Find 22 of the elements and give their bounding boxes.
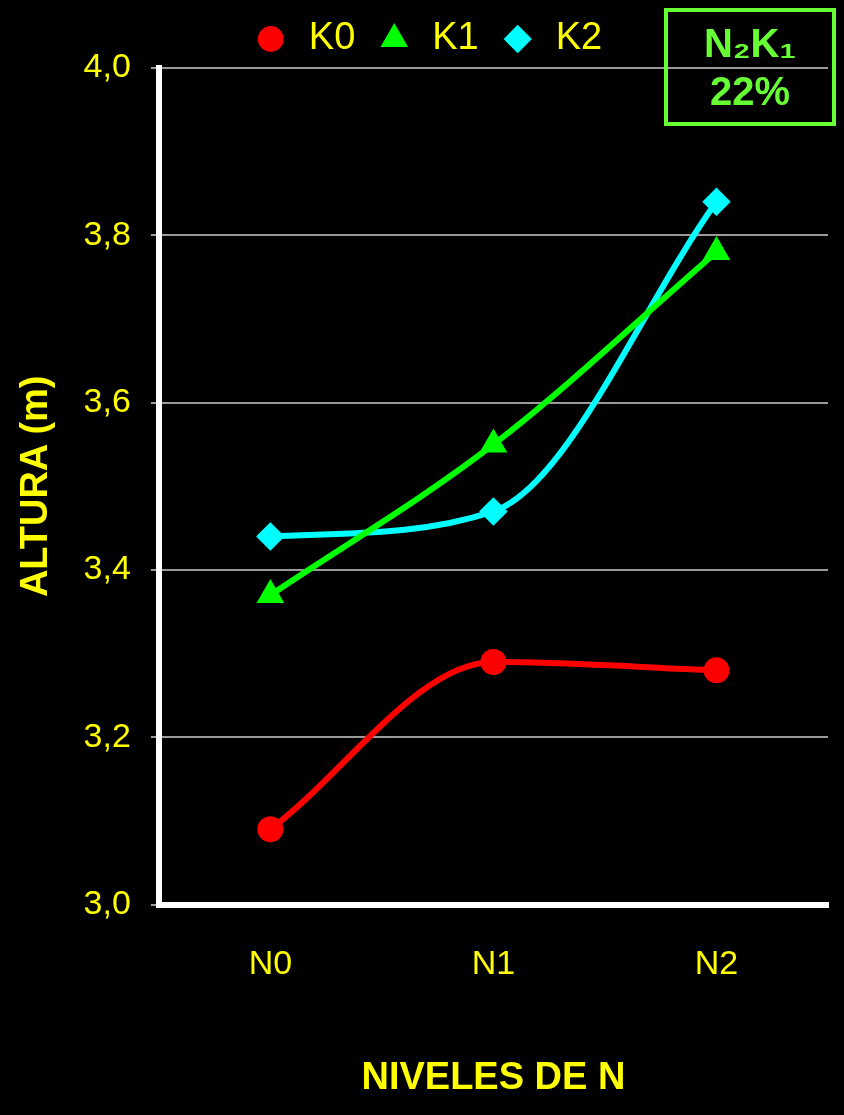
label-frame: N₂K₁ 22% [664,8,836,126]
legend-label: K1 [432,15,479,58]
x-tick-label: N1 [471,943,516,982]
annotation: 22% [708,68,792,115]
legend-label: K2 [555,15,603,58]
y-tick-label: 3,4 [83,548,131,587]
y-tick-label: 4,0 [83,46,131,85]
point [480,498,507,525]
y-tick-label: 3,2 [83,715,131,754]
legend-label: K0 [308,15,356,58]
y-tick-label: 3,0 [83,882,131,921]
y-tick-label: 3,6 [83,381,131,420]
point [257,816,284,843]
y-axis-title: ALTURA (m) [13,375,56,598]
point [257,523,284,550]
x-axis-title: NIVELES DE N [361,1054,626,1097]
x-tick-label: N2 [694,943,739,982]
x-tick-label: N0 [248,943,293,982]
point [703,657,730,684]
point [703,188,730,215]
point [480,648,507,675]
y-tick-label: 3,8 [83,213,131,252]
